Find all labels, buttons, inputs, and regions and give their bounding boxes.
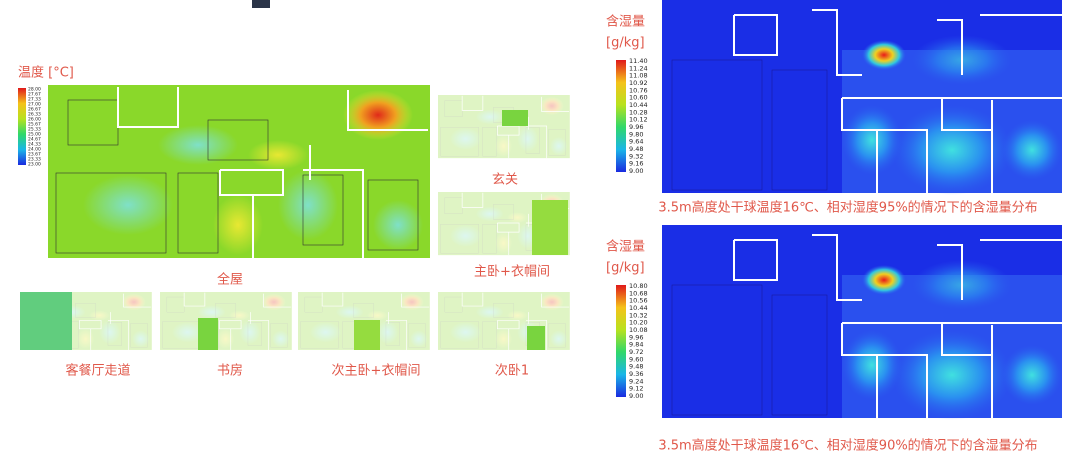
entrance-highlight — [502, 110, 528, 126]
colorbar-tick: 10.80 — [629, 282, 648, 290]
colorbar-tick: 10.92 — [629, 79, 648, 87]
humidity-colorbar — [616, 60, 626, 172]
colorbar-tick: 25.33 — [28, 127, 41, 133]
legend-unit: [g/kg] — [606, 261, 645, 276]
colorbar-tick: 9.16 — [629, 160, 643, 168]
colorbar-tick: 11.24 — [629, 64, 648, 72]
colorbar-tick: 10.68 — [629, 289, 648, 297]
caption: 3.5m高度处干球温度16℃、相对湿度90%的情况下的含湿量分布 — [658, 438, 1037, 454]
humidity-map-95 — [661, 0, 1063, 196]
caption: 次主卧+衣帽间 — [332, 363, 421, 379]
colorbar-tick: 23.67 — [28, 152, 41, 158]
colorbar-tick: 9.84 — [629, 341, 643, 349]
slide-marker — [252, 0, 270, 8]
caption: 次卧1 — [495, 363, 529, 379]
legend-unit: [g/kg] — [606, 36, 645, 51]
legend-title: 含湿量 — [606, 14, 645, 30]
colorbar-tick: 9.60 — [629, 355, 643, 363]
colorbar-tick: 10.20 — [629, 319, 648, 327]
colorbar-tick: 9.96 — [629, 123, 643, 131]
master-highlight — [532, 200, 568, 255]
colorbar-tick: 9.32 — [629, 152, 643, 160]
colorbar-tick: 24.33 — [28, 142, 41, 148]
humidity-colorbar — [616, 285, 626, 397]
colorbar-tick: 23.00 — [28, 162, 41, 168]
colorbar-tick: 9.24 — [629, 377, 643, 385]
colorbar-tick: 10.60 — [629, 94, 648, 102]
second-bedroom-highlight — [527, 326, 545, 350]
colorbar-tick: 9.00 — [629, 392, 643, 400]
colorbar-tick: 9.12 — [629, 385, 643, 393]
colorbar-tick: 9.36 — [629, 370, 643, 378]
caption: 玄关 — [492, 173, 518, 188]
whole-house-temperature-map — [47, 84, 431, 259]
caption: 3.5m高度处干球温度16℃、相对湿度95%的情况下的含湿量分布 — [658, 200, 1037, 216]
colorbar-tick: 24.00 — [28, 147, 41, 153]
colorbar-tick: 27.33 — [28, 97, 41, 103]
caption: 全屋 — [217, 272, 243, 288]
living-highlight — [20, 292, 72, 350]
colorbar-tick: 9.96 — [629, 333, 643, 341]
temperature-legend-title: 温度 [°C] — [18, 65, 74, 81]
colorbar-tick: 10.12 — [629, 116, 648, 124]
colorbar-tick: 10.76 — [629, 86, 648, 94]
colorbar-tick: 10.44 — [629, 101, 648, 109]
colorbar-tick: 10.44 — [629, 304, 648, 312]
colorbar-tick: 9.00 — [629, 167, 643, 175]
legend-title: 含湿量 — [606, 239, 645, 255]
colorbar-tick: 11.08 — [629, 72, 648, 80]
colorbar-tick: 28.00 — [28, 87, 41, 93]
caption: 书房 — [217, 363, 243, 379]
colorbar-tick: 10.28 — [629, 108, 648, 116]
colorbar-tick: 10.32 — [629, 311, 648, 319]
colorbar-tick: 25.67 — [28, 122, 41, 128]
humidity-map-90 — [661, 224, 1063, 421]
colorbar-tick: 11.40 — [629, 57, 648, 65]
colorbar-tick: 24.67 — [28, 137, 41, 143]
colorbar-tick: 27.67 — [28, 92, 41, 98]
colorbar-tick: 25.00 — [28, 132, 41, 138]
temperature-colorbar — [18, 88, 26, 165]
colorbar-tick: 27.00 — [28, 102, 41, 108]
colorbar-tick: 9.48 — [629, 145, 643, 153]
second-master-highlight — [354, 320, 380, 350]
colorbar-tick: 23.33 — [28, 157, 41, 163]
study-highlight — [198, 318, 218, 350]
caption: 主卧+衣帽间 — [474, 264, 550, 280]
caption: 客餐厅走道 — [65, 363, 130, 379]
colorbar-tick: 10.08 — [629, 326, 648, 334]
colorbar-tick: 9.72 — [629, 348, 643, 356]
colorbar-tick: 26.33 — [28, 112, 41, 118]
colorbar-tick: 9.48 — [629, 363, 643, 371]
colorbar-tick: 10.56 — [629, 297, 648, 305]
colorbar-tick: 9.80 — [629, 130, 643, 138]
colorbar-tick: 26.00 — [28, 117, 41, 123]
colorbar-tick: 26.67 — [28, 107, 41, 113]
colorbar-tick: 9.64 — [629, 138, 643, 146]
